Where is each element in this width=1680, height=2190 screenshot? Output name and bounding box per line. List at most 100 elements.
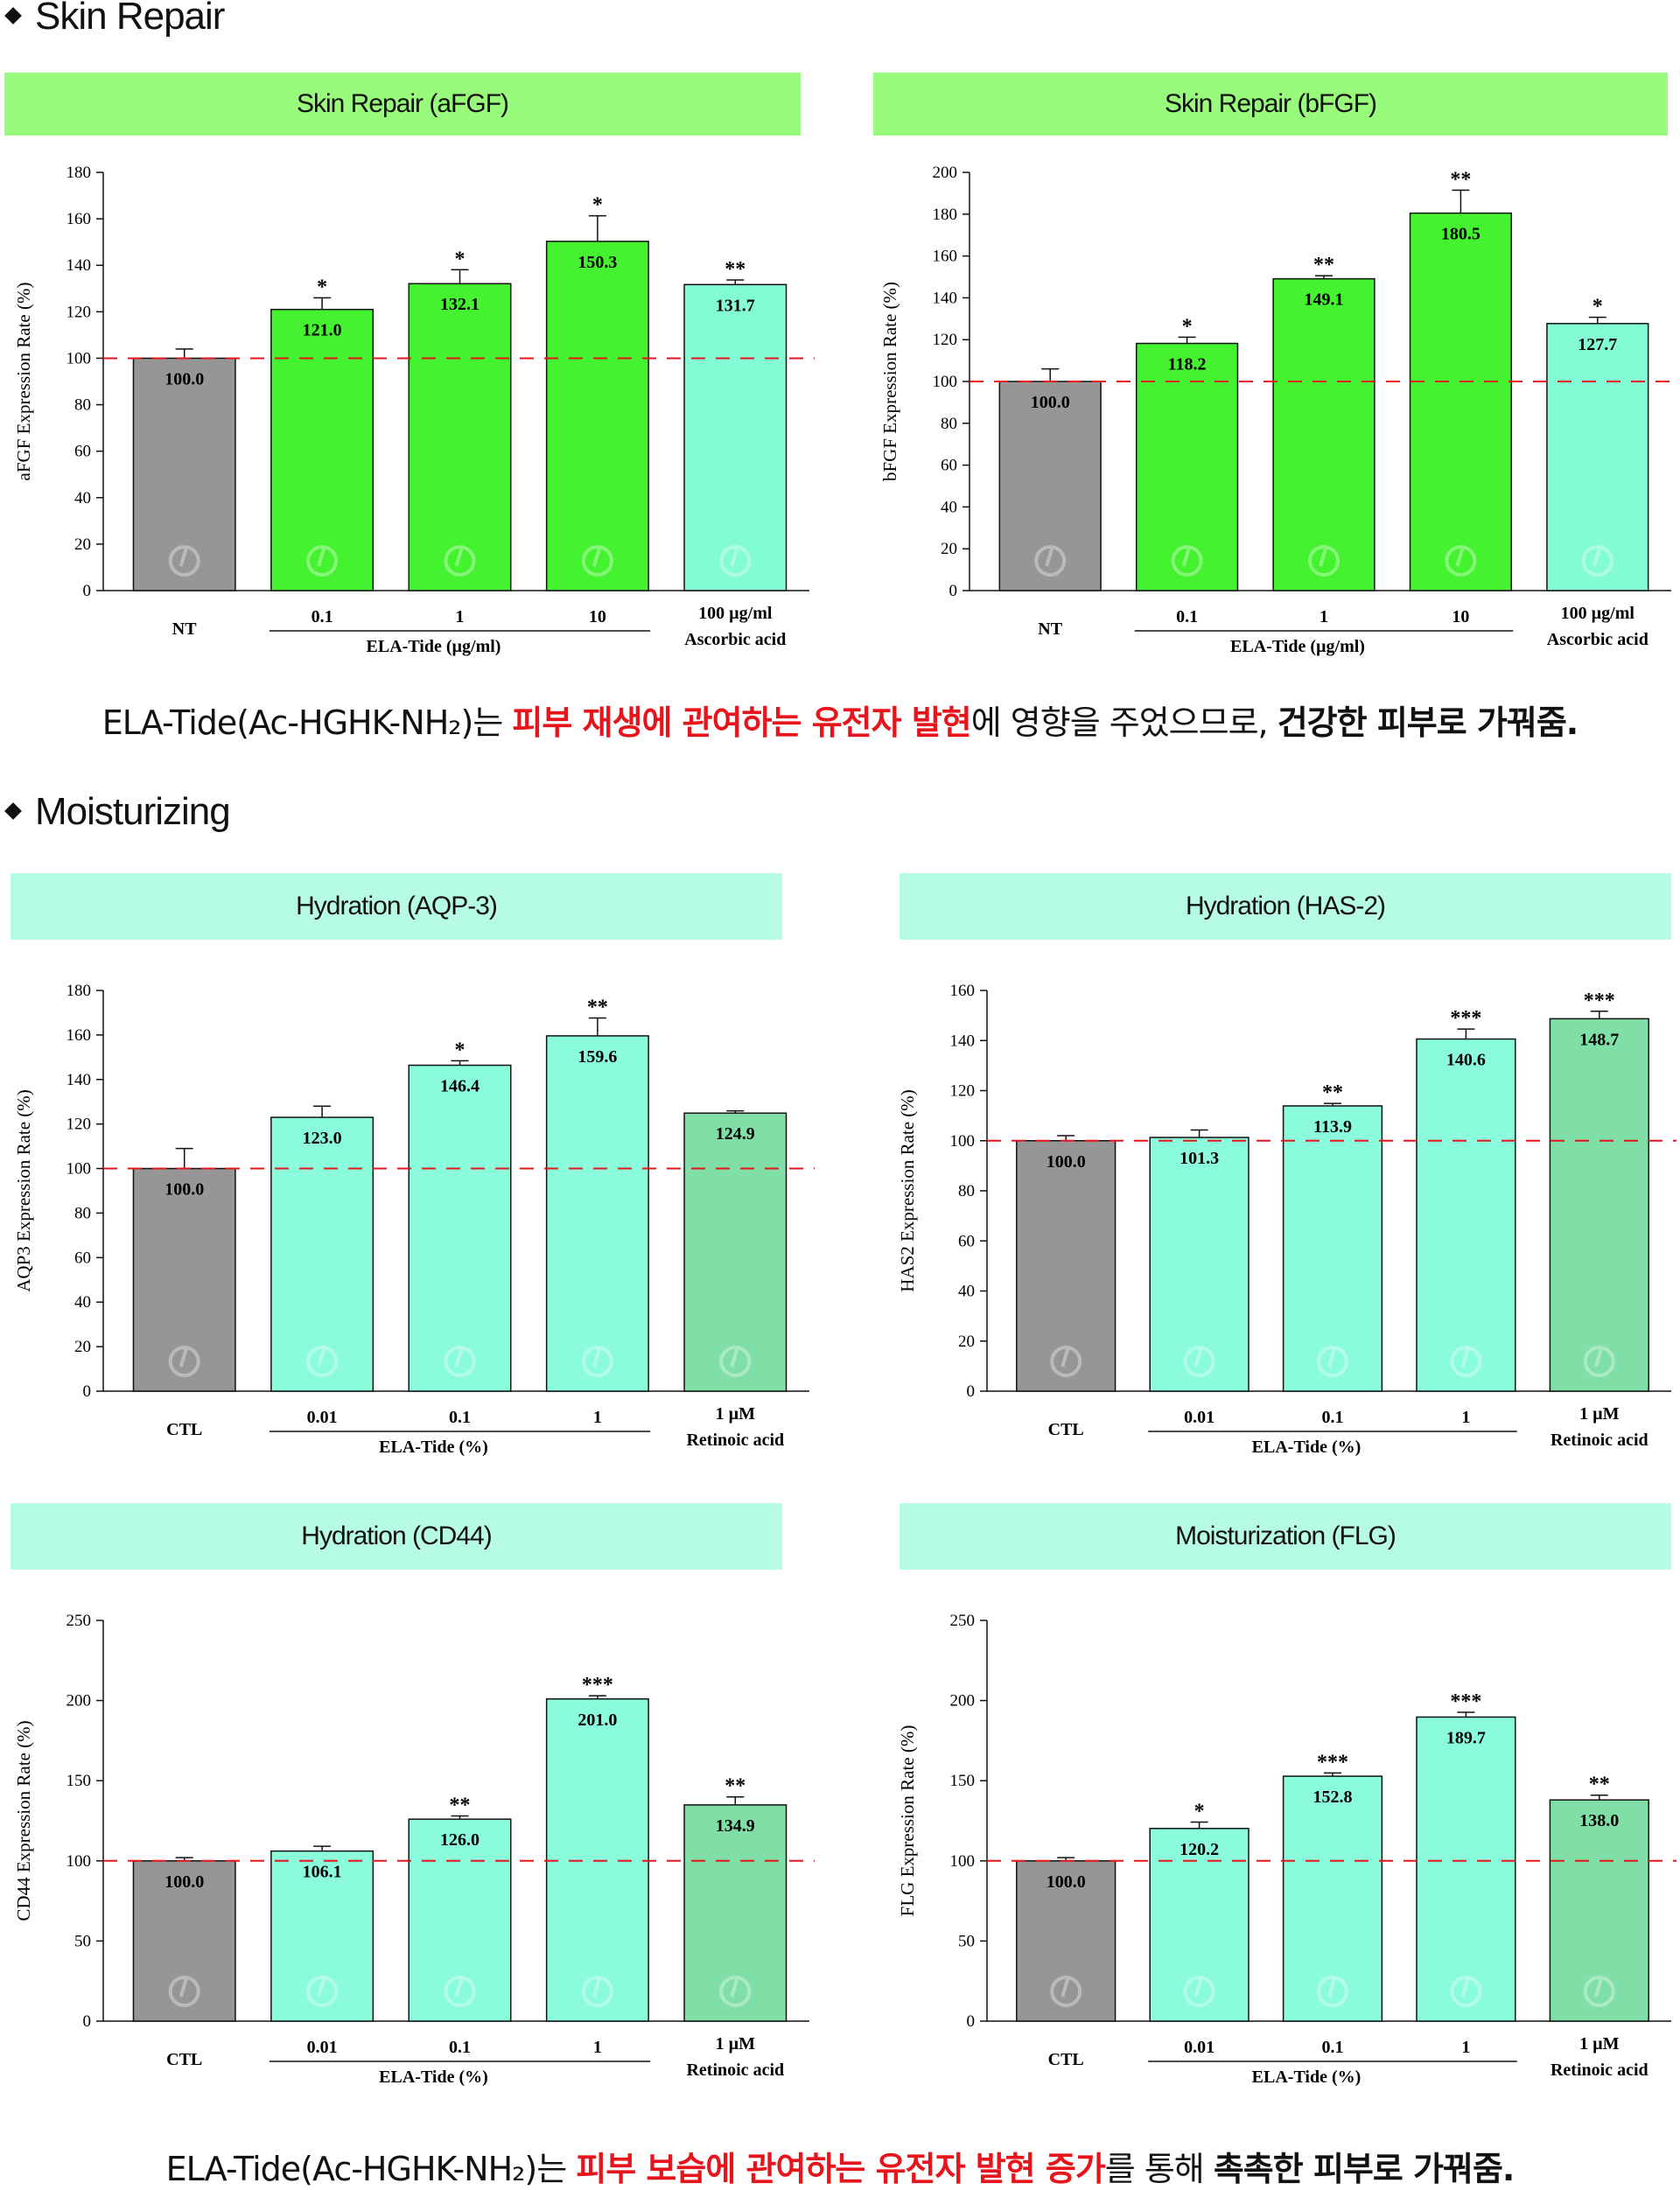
y-tick-label: 100 (933, 373, 958, 391)
watermark-ring (1445, 545, 1477, 577)
watermark-logo-icon (444, 545, 476, 577)
significance-label: ** (1313, 254, 1334, 276)
watermark-ring (1171, 545, 1203, 577)
diamond-bullet-icon (4, 802, 22, 821)
y-axis-label: FLG Expression Rate (%) (897, 1725, 918, 1917)
chart-svg: 0 20 40 60 80 100 120 140 160 HAS2 Expression Rat… (897, 982, 1676, 1457)
value-label: 127.7 (1578, 335, 1617, 354)
watermark-stroke (1455, 548, 1465, 567)
value-label: 118.2 (1168, 355, 1207, 374)
chart-flg: 0 50 100 150 200 250 FLG Expression Rate (%) 10… (884, 1601, 1680, 2100)
watermark-ring (168, 1346, 200, 1377)
watermark-logo-icon (581, 1976, 613, 2007)
watermark-stroke (1045, 548, 1054, 567)
section-title-moisturizing: Moisturizing (0, 790, 231, 834)
summary-moisturizing-highlight: 피부 보습에 관여하는 유전자 발현 증가 (576, 2150, 1106, 2188)
x-category-label: 1 (1461, 2038, 1470, 2057)
watermark-stroke (1593, 1978, 1603, 1998)
y-tick-label: 0 (949, 582, 958, 600)
watermark-logo-icon (1581, 545, 1614, 577)
y-tick-label: 20 (74, 535, 91, 554)
value-label: 124.9 (716, 1124, 755, 1144)
bar (132, 357, 236, 591)
y-tick-label: 150 (950, 1772, 976, 1790)
watermark-ring (1583, 1346, 1615, 1377)
x-category-label: Ascorbic acid (1547, 630, 1648, 649)
y-tick-label: 20 (941, 540, 957, 558)
y-axis-label: bFGF Expression Rate (%) (879, 282, 900, 481)
watermark-ring (1183, 1976, 1215, 2007)
y-tick-label: 0 (83, 2012, 92, 2031)
x-category-label: 1 (1461, 1408, 1470, 1427)
watermark-ring (1583, 1976, 1615, 2007)
watermark-logo-icon (306, 1346, 339, 1377)
group-label: ELA-Tide (%) (1252, 1438, 1362, 1457)
watermark-stroke (178, 548, 188, 567)
bar (1546, 323, 1649, 591)
x-category-label: 1 µM (1579, 2034, 1620, 2054)
bar (132, 1860, 236, 2022)
watermark-ring (1317, 1346, 1348, 1377)
watermark-stroke (1592, 548, 1601, 567)
bar (1409, 212, 1513, 591)
bar (1549, 1799, 1649, 2022)
watermark-stroke (178, 1348, 188, 1368)
value-label: 100.0 (1046, 1152, 1086, 1172)
x-category-label: 1 (456, 607, 465, 626)
value-label: 121.0 (303, 321, 342, 340)
watermark-ring (306, 1976, 339, 2007)
watermark-ring (1450, 1346, 1482, 1377)
watermark-logo-icon (168, 545, 200, 577)
y-tick-label: 200 (933, 164, 958, 182)
watermark-logo-icon (1183, 1346, 1215, 1377)
bar (408, 1064, 512, 1392)
value-label: 101.3 (1180, 1149, 1219, 1168)
y-tick-label: 60 (941, 457, 957, 475)
watermark-logo-icon (1583, 1976, 1615, 2007)
section-title-text: Skin Repair (35, 0, 225, 38)
chart-title-has2: Hydration (HAS-2) (900, 873, 1671, 940)
summary-repair: ELA-Tide(Ac-HGHK-NH₂)는 피부 재생에 관여하는 유전자 발… (0, 696, 1680, 744)
watermark-logo-icon (1171, 545, 1203, 577)
watermark-ring (1183, 1346, 1215, 1377)
summary-repair-conclusion: 건강한 피부로 가꿔줌. (1277, 703, 1579, 742)
watermark-ring (1308, 545, 1340, 577)
watermark-logo-icon (719, 1976, 752, 2007)
y-tick-label: 0 (967, 2012, 976, 2031)
x-category-label: CTL (166, 1420, 202, 1439)
x-category-label: 0.01 (1184, 1408, 1214, 1427)
y-tick-label: 50 (74, 1932, 91, 1950)
summary-moisturizing-part1: ELA-Tide(Ac-HGHK-NH₂)는 (165, 2150, 577, 2188)
watermark-logo-icon (581, 1346, 613, 1377)
section-title-skin-repair: Skin Repair (0, 0, 225, 38)
y-tick-label: 60 (958, 1232, 975, 1250)
significance-label: *** (1450, 1007, 1481, 1030)
bar (1416, 1716, 1516, 2022)
bar (270, 1850, 374, 2022)
chart-has2: 0 20 40 60 80 100 120 140 160 HAS2 Expression Rat… (884, 971, 1680, 1470)
watermark-stroke (454, 548, 464, 567)
significance-label: *** (1450, 1690, 1481, 1713)
watermark-ring (444, 1346, 476, 1377)
group-label: ELA-Tide (%) (379, 2068, 488, 2087)
y-tick-label: 140 (950, 1032, 976, 1050)
y-tick-label: 100 (66, 349, 92, 367)
watermark-stroke (454, 1348, 464, 1368)
watermark-ring (719, 1976, 752, 2007)
section-title-text: Moisturizing (35, 790, 231, 833)
watermark-stroke (730, 548, 739, 567)
significance-label: *** (582, 1674, 613, 1697)
y-tick-label: 80 (941, 415, 957, 433)
watermark-logo-icon (1317, 1346, 1348, 1377)
watermark-logo-icon (1317, 1976, 1348, 2007)
bar (683, 1804, 788, 2022)
bar (132, 1167, 236, 1392)
watermark-stroke (1194, 1348, 1203, 1368)
x-category-label: 10 (589, 607, 606, 626)
watermark-ring (168, 1976, 200, 2007)
bar (683, 283, 788, 591)
chart-title-cd44: Hydration (CD44) (10, 1503, 782, 1570)
bar (998, 381, 1102, 591)
watermark-stroke (1460, 1978, 1470, 1998)
bar (545, 1035, 649, 1392)
